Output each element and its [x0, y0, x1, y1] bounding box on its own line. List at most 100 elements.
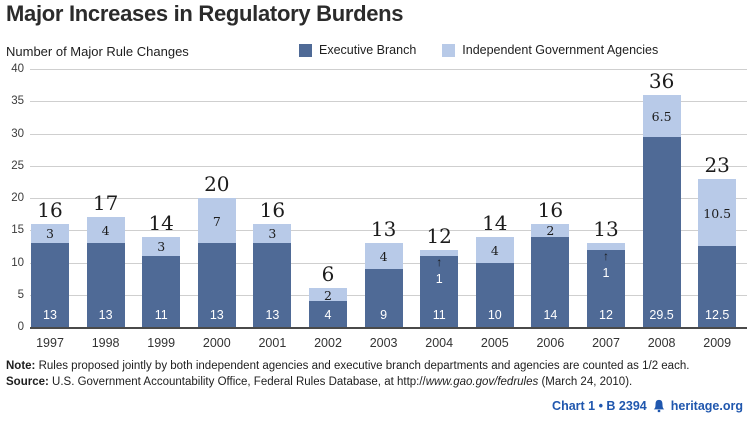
bar-indep-label-2004: 1	[435, 272, 443, 287]
x-tick-label-2008: 2008	[647, 336, 676, 350]
bar-indep-label-2008: 6.5	[651, 108, 672, 124]
bar-indep-segment-2008	[642, 94, 681, 137]
bar-exec-label-1999: 11	[154, 308, 168, 322]
bar-exec-label-2000: 13	[209, 308, 224, 322]
bar-exec-label-2006: 14	[543, 308, 558, 322]
y-tick-label-15: 15	[11, 224, 24, 237]
bar-exec-label-1997: 13	[43, 308, 57, 322]
bar-total-label-2004: 12	[426, 223, 452, 248]
footer-credit: Chart 1 • B 2394 heritage.org	[552, 399, 743, 413]
bar-total-label-2001: 16	[259, 197, 286, 222]
bar-total-label-2007: 13	[593, 217, 619, 242]
bar-indep-segment-1999	[142, 236, 181, 257]
x-tick-label-1999: 1999	[147, 336, 176, 350]
bar-total-label-2002: 6	[321, 262, 335, 287]
bar-exec-segment-2005	[475, 262, 514, 327]
bar-exec-label-2005: 10	[487, 308, 502, 322]
bar-exec-segment-1997	[31, 243, 69, 327]
bar-total-label-1999: 14	[148, 210, 174, 235]
source-text-prefix: U.S. Government Accountability Office, F…	[48, 375, 426, 388]
chart-reference: Chart 1 • B 2394	[552, 399, 647, 413]
note-line: Note: Rules proposed jointly by both ind…	[6, 359, 689, 375]
bar-indep-arrow-2004: ↑	[436, 255, 443, 270]
x-axis-line	[30, 327, 747, 329]
gridline-35	[30, 101, 747, 103]
legend-item-independent: Independent Government Agencies	[442, 43, 658, 57]
x-tick-label-2009: 2009	[703, 336, 732, 350]
plot-area: 0 5 10 15 20 25 30 35 40 16 3 13 17 4 13 14 3 11 20 7 13 16 3 1…	[11, 63, 747, 333]
gridline-30	[30, 133, 747, 135]
gridline-40	[30, 69, 747, 70]
bar-exec-label-2008: 29.5	[649, 308, 674, 322]
y-tick-label-20: 20	[11, 192, 24, 204]
source-line: Source: U.S. Government Accountability O…	[6, 375, 689, 391]
bar-total-label-2009: 23	[704, 152, 730, 177]
bar-exec-segment-1998	[86, 243, 125, 327]
bar-exec-segment-2001	[253, 243, 292, 327]
x-tick-label-2002: 2002	[314, 336, 342, 350]
bar-indep-segment-2003	[364, 243, 403, 269]
bar-indep-segment-2001	[253, 223, 292, 244]
bar-exec-label-2007: 12	[599, 308, 613, 322]
bar-exec-label-1998: 13	[98, 308, 113, 322]
y-tick-label-25: 25	[11, 159, 24, 172]
independent-swatch-icon	[442, 43, 456, 57]
bar-exec-label-2009: 12.5	[705, 308, 730, 322]
x-tick-label-1997: 1997	[36, 336, 64, 350]
bar-total-label-2003: 13	[370, 217, 397, 242]
source-text-suffix: (March 24, 2010).	[538, 375, 633, 388]
bar-indep-label-2005: 4	[490, 242, 499, 258]
bar-exec-segment-2004	[420, 256, 459, 327]
bar-exec-segment-2000	[197, 243, 236, 327]
bar-indep-segment-2004	[420, 249, 459, 257]
bar-indep-arrow-2007: ↑	[603, 248, 609, 263]
x-tick-label-2004: 2004	[425, 336, 454, 350]
site-link[interactable]: heritage.org	[670, 399, 743, 413]
bar-indep-segment-2006	[531, 223, 570, 237]
legend-item-executive: Executive Branch	[299, 43, 416, 57]
bar-exec-segment-2009	[698, 246, 737, 327]
executive-swatch-icon	[299, 43, 312, 57]
bar-indep-segment-1998	[86, 217, 125, 244]
bar-indep-label-2002: 2	[324, 287, 332, 303]
gridline-15	[30, 230, 747, 232]
bar-exec-label-2001: 13	[265, 308, 280, 322]
bar-exec-segment-2006	[531, 236, 570, 327]
bar-indep-segment-2009	[698, 178, 737, 247]
bar-total-label-2008: 36	[648, 68, 675, 93]
bar-indep-label-1999: 3	[157, 239, 166, 255]
y-tick-label-10: 10	[11, 256, 24, 269]
bar-indep-label-2006: 2	[546, 223, 555, 239]
page-title: Major Increases in Regulatory Burdens	[6, 1, 404, 26]
x-tick-label-2003: 2003	[369, 336, 398, 350]
bar-exec-segment-2002	[309, 301, 347, 327]
bar-indep-label-2001: 3	[268, 226, 277, 242]
legend-label-independent: Independent Government Agencies	[462, 43, 659, 57]
bar-exec-label-2002: 4	[324, 308, 332, 322]
legend: Executive Branch Independent Government …	[299, 43, 658, 57]
bar-indep-label-1997: 3	[46, 226, 54, 242]
bar-indep-segment-2000	[197, 198, 236, 244]
x-tick-label-2006: 2006	[536, 336, 565, 350]
bar-indep-segment-1997	[31, 223, 69, 244]
note-text: Rules proposed jointly by both independe…	[35, 360, 690, 372]
x-tick-label-2001: 2001	[258, 336, 287, 350]
bar-exec-label-2004: 11	[432, 308, 446, 322]
bar-exec-segment-2003	[364, 268, 403, 327]
x-tick-label-1998: 1998	[91, 336, 120, 350]
source-url: www.gao.gov/fedrules	[425, 375, 539, 388]
bar-indep-label-2007: 1	[602, 265, 610, 280]
bar-exec-segment-2007	[587, 249, 625, 327]
gridline-25	[30, 165, 747, 167]
y-tick-label-0: 0	[17, 321, 24, 333]
y-tick-label-40: 40	[11, 63, 24, 75]
bar-indep-segment-2002	[309, 288, 347, 302]
bar-indep-segment-2007	[587, 243, 625, 250]
bar-total-label-2000: 20	[204, 172, 230, 196]
bar-indep-label-2009: 10.5	[703, 205, 732, 221]
x-tick-label-2007: 2007	[592, 336, 620, 350]
bar-total-label-1997: 16	[37, 197, 63, 222]
bar-indep-segment-2005	[475, 236, 514, 263]
y-axis-title: Number of Major Rule Changes	[6, 44, 189, 59]
bar-total-label-1998: 17	[92, 191, 119, 216]
